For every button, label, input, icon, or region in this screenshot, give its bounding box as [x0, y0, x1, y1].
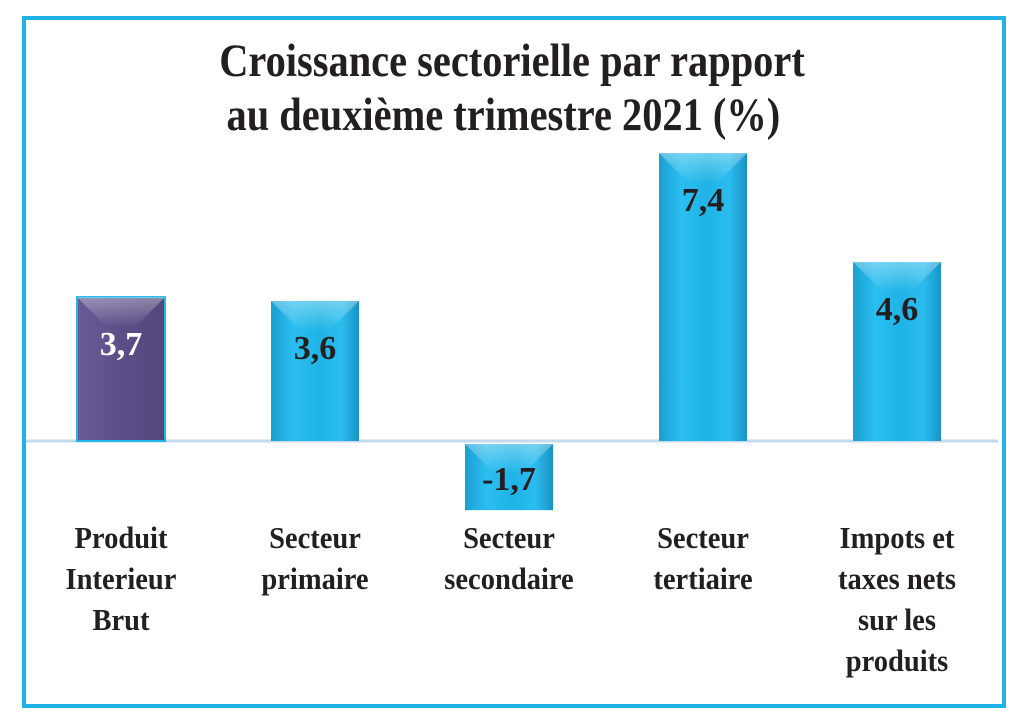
- value-label: -1,7: [482, 461, 536, 498]
- category-label-line: Impots et: [839, 520, 955, 555]
- category-label-line: Secteur: [463, 520, 555, 555]
- bar-highlight: [853, 262, 941, 293]
- bar-group-3: [659, 153, 747, 441]
- category-label: Secteur secondaire: [422, 517, 597, 599]
- category-label-line: primaire: [261, 561, 369, 596]
- chart-title: Croissance sectorielle par rapport au de…: [72, 34, 953, 142]
- value-label: 3,6: [294, 330, 337, 367]
- category-label-line: Secteur: [657, 520, 749, 555]
- value-label: 4,6: [876, 291, 919, 328]
- bar-highlight: [659, 153, 747, 184]
- bar-group-0: [76, 296, 166, 442]
- category-label-line: sur les: [858, 602, 936, 637]
- bar-group-1: [271, 300, 359, 441]
- category-label: Secteur tertiaire: [616, 517, 791, 599]
- category-label-line: Interieur: [65, 561, 177, 596]
- bar-highlight: [77, 297, 165, 328]
- chart-title-line-1: Croissance sectorielle par rapport: [219, 35, 805, 87]
- category-label-line: taxes nets: [837, 561, 957, 596]
- bar: [659, 153, 747, 441]
- category-label: Secteur primaire: [228, 517, 403, 599]
- category-label: Produit Interieur Brut: [34, 517, 209, 640]
- bar-highlight: [271, 300, 359, 331]
- category-label-line: Produit: [74, 520, 168, 555]
- category-label-line: Secteur: [269, 520, 361, 555]
- category-label: Impots et taxes nets sur les produits: [810, 517, 985, 681]
- value-label: 3,7: [100, 326, 143, 363]
- chart-title-line-2: au deuxième trimestre 2021 (%): [226, 89, 781, 141]
- bar-group-4: [853, 262, 941, 441]
- category-label-line: produits: [845, 643, 949, 678]
- value-label: 7,4: [682, 182, 725, 219]
- bar-group-2: [465, 444, 553, 511]
- category-label-line: Brut: [92, 602, 150, 637]
- chart-frame: [22, 16, 1006, 708]
- category-label-line: secondaire: [444, 561, 574, 596]
- bar-highlight: [465, 444, 553, 474]
- category-label-line: tertiaire: [653, 561, 753, 596]
